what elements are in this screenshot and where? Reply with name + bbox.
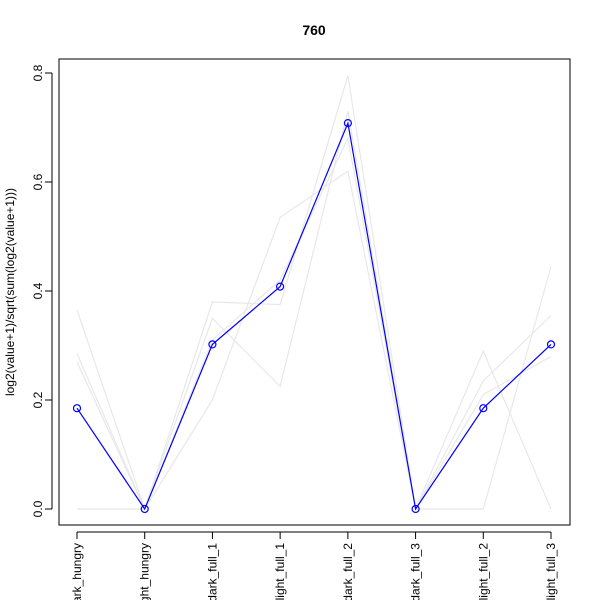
x-tick-label-light_hungry: light_hungry [138,543,152,600]
x-tick-label-light_full_2: light_full_2 [476,543,490,600]
data-point-light_full_1 [276,282,285,291]
x-axis: dark_hungry light_hungry dark_full_1 light_… [70,531,558,600]
background-series-line-2 [76,75,552,511]
x-tick-label-dark_full_3: dark_full_3 [409,543,423,600]
highlight-series-line [76,120,552,511]
chart-title: 760 [302,22,326,38]
background-series-group [76,75,552,512]
y-axis-label: log2(value+1)/sqrt(sum(log2(value+1))) [3,188,17,396]
data-point-dark_hungry [72,404,82,413]
y-axis: 0.0 0.2 0.4 0.6 0.8 [31,64,53,517]
x-tick-label-dark_full_1: dark_full_1 [205,543,219,600]
x-tick-label-dark_full_2: dark_full_2 [341,543,355,600]
y-tick-label: 0.8 [31,64,45,81]
y-tick-label: 0.0 [31,500,45,517]
data-point-light_hungry [140,504,149,514]
x-tick-label-light_full_1: light_full_1 [273,543,287,600]
x-tick-label-light_full_3: light_full_3 [544,543,558,600]
y-tick-label: 0.4 [31,282,45,299]
x-tick-label-dark_hungry: dark_hungry [70,543,84,600]
data-point-dark_full_3 [411,504,420,514]
plot-border [58,58,571,526]
y-tick-label: 0.6 [31,173,45,190]
background-series-line-3 [76,170,552,512]
data-point-dark_full_1 [208,340,217,349]
data-point-light_full_2 [479,404,488,413]
y-tick-label: 0.2 [31,391,45,408]
data-point-light_full_3 [546,340,556,349]
data-point-dark_full_2 [343,118,352,128]
background-series-line-4 [77,111,552,511]
highlight-series-group [72,118,556,514]
